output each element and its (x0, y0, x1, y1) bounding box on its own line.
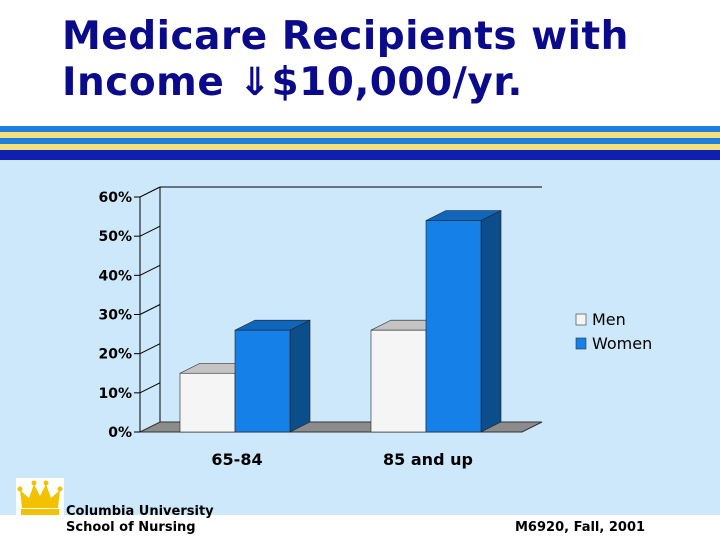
institution-line-1: Columbia University (66, 504, 214, 519)
stripe-blue-2 (0, 138, 720, 144)
stripe-blue-1 (0, 126, 720, 132)
x-tick-label: 85 and up (383, 450, 473, 469)
y-grid-diagonal (139, 343, 161, 355)
title-line-2: Income ⇓$10,000/yr. (62, 60, 523, 105)
y-grid-diagonal (139, 186, 161, 198)
bar (425, 220, 482, 433)
bar (234, 329, 291, 433)
legend-swatch (575, 313, 587, 326)
legend-swatch (575, 337, 587, 350)
y-tick-label: 50% (98, 229, 132, 245)
institution-footer: Columbia University School of Nursing (66, 504, 214, 536)
bar-side (480, 210, 502, 433)
y-grid-diagonal (139, 264, 161, 276)
y-grid-diagonal (139, 382, 161, 394)
institution-line-2: School of Nursing (66, 520, 196, 535)
slide-title: Medicare Recipients with Income ⇓$10,000… (62, 14, 712, 106)
y-tick-label: 0% (108, 425, 132, 441)
legend-label: Women (592, 334, 652, 353)
course-footer: M6920, Fall, 2001 (515, 520, 646, 535)
y-tick-label: 10% (98, 386, 132, 402)
stripe-navy (0, 150, 720, 160)
crown-icon (16, 478, 64, 518)
legend-label: Men (592, 310, 626, 329)
y-grid-diagonal (139, 304, 161, 315)
y-tick-label: 60% (98, 190, 132, 206)
stripe-yellow-2 (0, 144, 720, 150)
stripe-yellow-1 (0, 132, 720, 138)
bar (370, 329, 427, 433)
chart-panel (0, 160, 720, 515)
title-line-1: Medicare Recipients with (62, 14, 629, 59)
y-tick-label: 30% (98, 308, 132, 324)
y-tick-label: 20% (98, 347, 132, 363)
bar (179, 372, 236, 433)
header-stripes (0, 126, 720, 160)
x-tick-label: 65-84 (211, 450, 262, 469)
y-tick-label: 40% (98, 268, 132, 284)
y-grid-diagonal (139, 225, 161, 237)
bar-side (289, 319, 311, 433)
